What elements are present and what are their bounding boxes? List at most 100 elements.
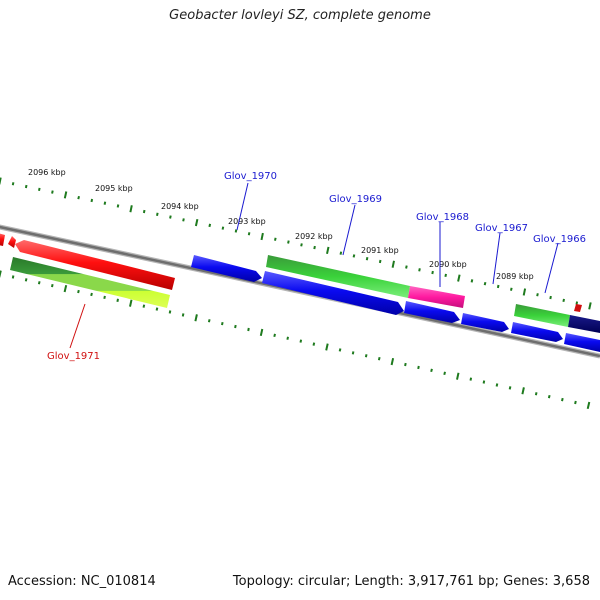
major-tick xyxy=(129,299,133,307)
label-leader-lines xyxy=(69,182,559,349)
gene-label-glov-1969[interactable]: Glov_1969 xyxy=(329,194,382,205)
minor-tick xyxy=(405,265,408,269)
minor-tick xyxy=(536,293,539,297)
minor-tick xyxy=(339,251,343,255)
minor-tick xyxy=(338,348,342,352)
gene-arrow-glov-1969[interactable] xyxy=(266,255,410,298)
minor-tick xyxy=(404,362,407,367)
gene-arrow[interactable] xyxy=(564,333,600,352)
minor-tick xyxy=(534,392,538,396)
minor-tick xyxy=(11,275,15,279)
kbp-label: 2093 kbp xyxy=(228,217,266,226)
gene-arrow[interactable] xyxy=(191,255,262,282)
minor-tick xyxy=(247,327,250,332)
major-tick xyxy=(259,328,264,337)
kbp-label: 2090 kbp xyxy=(429,260,467,269)
minor-tick xyxy=(274,237,277,241)
minor-tick xyxy=(430,368,433,373)
minor-tick xyxy=(90,292,93,297)
minor-tick xyxy=(208,223,212,228)
minor-tick xyxy=(181,313,185,317)
gene-label-glov-1971[interactable]: Glov_1971 xyxy=(47,351,100,362)
gene-arrow-left-edge[interactable] xyxy=(0,233,5,246)
minor-tick xyxy=(24,184,28,189)
minor-tick xyxy=(116,204,120,208)
minor-tick xyxy=(77,289,80,294)
minor-tick xyxy=(103,201,107,205)
major-tick xyxy=(586,401,591,410)
gene-arrow-glov-1966[interactable] xyxy=(514,304,570,327)
minor-tick xyxy=(155,307,159,311)
kbp-label: 2094 kbp xyxy=(161,202,199,211)
minor-tick xyxy=(142,209,146,214)
minor-tick xyxy=(562,298,565,303)
gene-arrow-glov-1971[interactable] xyxy=(15,240,175,290)
gene-label-glov-1970[interactable]: Glov_1970 xyxy=(224,171,277,182)
minor-tick xyxy=(90,198,94,203)
minor-tick xyxy=(116,298,119,302)
minor-tick xyxy=(169,215,172,219)
minor-tick xyxy=(574,400,577,405)
minor-tick xyxy=(496,284,500,289)
minor-tick xyxy=(247,232,251,236)
major-tick xyxy=(456,372,460,380)
minor-tick xyxy=(508,386,512,390)
minor-tick xyxy=(51,190,54,194)
major-tick xyxy=(588,302,592,310)
major-tick xyxy=(522,288,527,296)
gene-arrow-dark[interactable] xyxy=(568,315,600,333)
minor-tick xyxy=(469,377,473,381)
minor-tick xyxy=(38,187,41,192)
minor-tick xyxy=(168,310,172,314)
major-tick xyxy=(194,218,199,227)
minor-tick xyxy=(221,226,225,230)
minor-tick xyxy=(207,319,211,323)
gene-arrow[interactable] xyxy=(511,322,563,342)
minor-tick xyxy=(377,356,381,361)
gene-label-glov-1968[interactable]: Glov_1968 xyxy=(416,212,469,223)
minor-tick xyxy=(351,351,355,355)
minor-tick xyxy=(549,295,552,300)
gene-arrow[interactable] xyxy=(461,313,509,332)
minor-tick xyxy=(312,342,316,346)
minor-tick xyxy=(313,245,316,250)
gene-label-glov-1966[interactable]: Glov_1966 xyxy=(533,234,586,245)
minor-tick xyxy=(77,195,80,200)
gene-arrow-glov-1968[interactable] xyxy=(408,286,465,308)
gene-label-glov-1967[interactable]: Glov_1967 xyxy=(475,223,528,234)
minor-tick xyxy=(37,281,41,285)
major-tick xyxy=(326,246,330,255)
minor-tick xyxy=(378,259,382,264)
major-tick xyxy=(0,177,2,185)
minor-tick xyxy=(24,278,28,282)
forward-strand-genes xyxy=(191,255,600,352)
minor-tick xyxy=(495,383,499,387)
gene-arrow[interactable] xyxy=(262,271,404,315)
minor-tick xyxy=(273,333,276,338)
kbp-label: 2092 kbp xyxy=(295,232,333,241)
minor-tick xyxy=(483,281,487,286)
inner-tick-ring xyxy=(0,270,591,410)
kbp-scale-labels: 2096 kbp 2095 kbp 2094 kbp 2093 kbp 2092… xyxy=(28,168,534,281)
major-tick xyxy=(63,284,68,293)
minor-tick xyxy=(352,254,356,258)
major-tick xyxy=(391,260,395,268)
minor-tick xyxy=(182,218,185,222)
gene-arrow-striped[interactable] xyxy=(10,257,170,308)
outer-tick-ring xyxy=(0,177,592,310)
minor-tick xyxy=(547,394,551,399)
gene-arrow[interactable] xyxy=(404,301,460,323)
minor-tick xyxy=(561,397,564,402)
major-tick xyxy=(63,191,68,199)
minor-tick xyxy=(234,229,238,233)
minor-tick xyxy=(11,182,15,186)
minor-tick xyxy=(482,380,486,384)
gene-arrow-edge[interactable] xyxy=(574,304,582,312)
minor-tick xyxy=(286,336,289,340)
gene-labels: Glov_1971 Glov_1970 Glov_1969 Glov_1968 … xyxy=(47,171,586,362)
major-tick xyxy=(260,232,264,241)
gene-arrow-left-edge[interactable] xyxy=(8,236,16,248)
minor-tick xyxy=(470,279,474,283)
minor-tick xyxy=(431,270,434,275)
